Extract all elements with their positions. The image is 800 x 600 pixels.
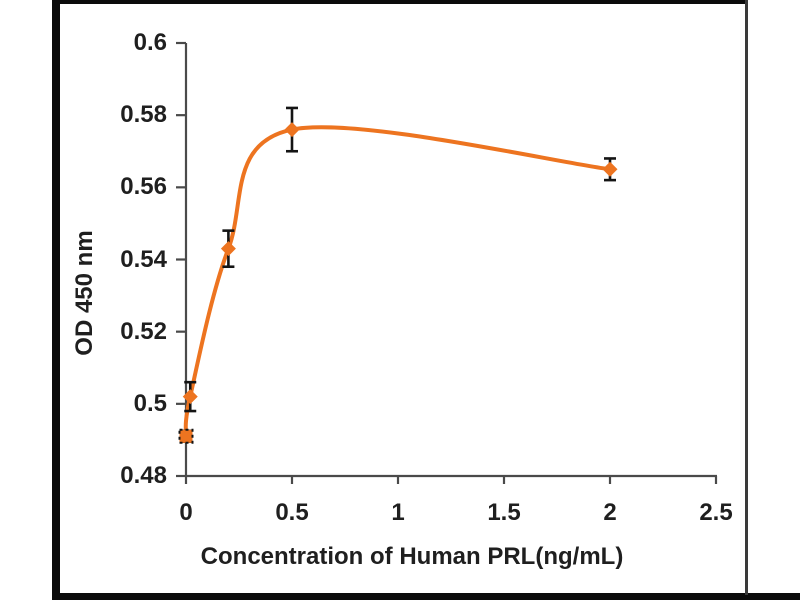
y-tick-label: 0.52: [120, 317, 167, 345]
y-tick-label: 0.5: [133, 389, 167, 417]
frame-border-bottom: [52, 593, 800, 600]
y-tick-label: 0.58: [120, 101, 167, 129]
y-tick-label: 0.56: [120, 173, 167, 201]
data-point-marker: [182, 389, 198, 405]
y-tick-label: 0.6: [133, 29, 167, 56]
x-tick-label: 0: [179, 499, 193, 526]
frame-border-top: [52, 0, 748, 4]
x-tick-label: 1.5: [487, 499, 521, 526]
y-axis-title: OD 450 nm: [71, 230, 98, 356]
y-tick-label: 0.54: [120, 245, 167, 273]
data-point-marker: [602, 161, 618, 177]
x-axis-title: Concentration of Human PRL(ng/mL): [200, 543, 624, 570]
series-line: [183, 125, 612, 439]
data-point-marker: [178, 428, 194, 444]
x-tick-label: 0.5: [275, 499, 309, 526]
data-point-marker: [220, 241, 236, 257]
x-tick-label: 1: [391, 499, 405, 526]
data-point-marker: [284, 122, 300, 138]
frame-border-right: [745, 0, 748, 595]
y-tick-label: 0.48: [120, 462, 167, 489]
frame-border-left: [52, 0, 60, 600]
x-tick-label: 2: [603, 499, 617, 526]
x-tick-label: 2.5: [699, 499, 733, 526]
